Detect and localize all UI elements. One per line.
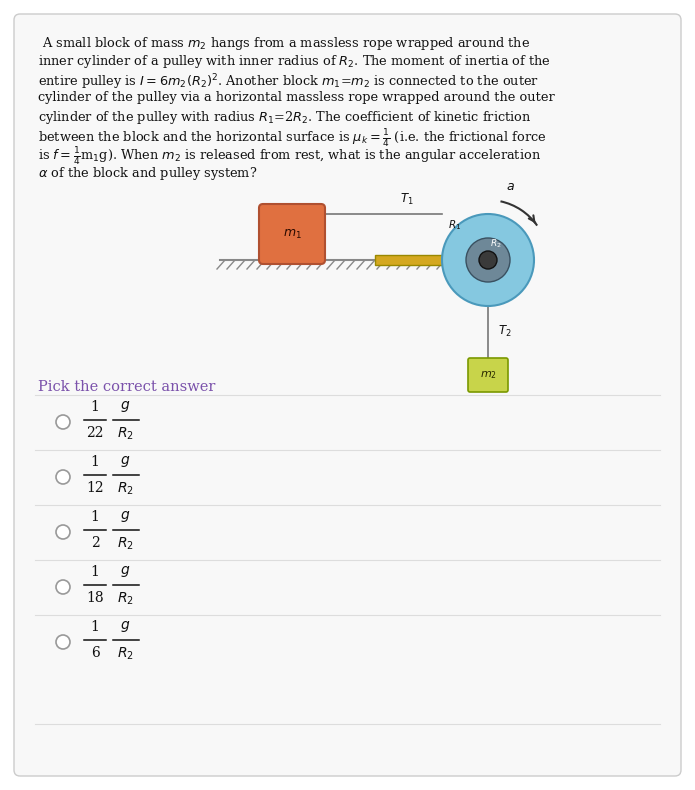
Text: $\alpha$ of the block and pulley system?: $\alpha$ of the block and pulley system?: [38, 164, 257, 182]
Text: $R_2$: $R_2$: [490, 238, 502, 250]
Text: $a$: $a$: [506, 180, 514, 194]
Text: entire pulley is $I = 6m_2(R_2)^2$. Another block $m_1$=$m_2$ is connected to th: entire pulley is $I = 6m_2(R_2)^2$. Anot…: [38, 72, 539, 92]
Circle shape: [56, 415, 70, 429]
Text: 2: 2: [90, 536, 99, 550]
Text: $R_2$: $R_2$: [117, 591, 133, 608]
FancyBboxPatch shape: [259, 204, 325, 264]
Circle shape: [442, 214, 534, 306]
Text: is $f = \frac{1}{4}$m$_1$g). When $m_2$ is released from rest, what is the angul: is $f = \frac{1}{4}$m$_1$g). When $m_2$ …: [38, 146, 541, 168]
Text: $g$: $g$: [120, 509, 130, 524]
Text: cylinder of the pulley via a horizontal massless rope wrapped around the outer: cylinder of the pulley via a horizontal …: [38, 91, 555, 103]
Text: 1: 1: [90, 620, 99, 634]
Text: Pick the correct answer: Pick the correct answer: [38, 380, 215, 394]
Text: $R_2$: $R_2$: [117, 536, 133, 552]
Text: $g$: $g$: [120, 454, 130, 469]
Circle shape: [466, 238, 510, 282]
Text: $g$: $g$: [120, 399, 130, 414]
Text: $T_2$: $T_2$: [498, 323, 512, 339]
Text: $g$: $g$: [120, 619, 130, 634]
Text: 18: 18: [86, 591, 104, 605]
Text: cylinder of the pulley with radius $R_1$=2$R_2$. The coefficient of kinetic fric: cylinder of the pulley with radius $R_1$…: [38, 109, 531, 126]
Text: $R_1$: $R_1$: [448, 218, 461, 232]
Text: $R_2$: $R_2$: [117, 481, 133, 498]
Text: $g$: $g$: [120, 564, 130, 579]
Circle shape: [56, 635, 70, 649]
Text: $R_2$: $R_2$: [117, 426, 133, 442]
Text: 22: 22: [86, 426, 104, 440]
Circle shape: [56, 470, 70, 484]
Text: A small block of mass $m_2$ hangs from a massless rope wrapped around the: A small block of mass $m_2$ hangs from a…: [38, 35, 530, 52]
Text: $m_1$: $m_1$: [283, 228, 302, 240]
Text: $R_2$: $R_2$: [117, 646, 133, 662]
FancyBboxPatch shape: [468, 358, 508, 392]
Text: inner cylinder of a pulley with inner radius of $R_2$. The moment of inertia of : inner cylinder of a pulley with inner ra…: [38, 54, 551, 70]
Circle shape: [479, 251, 497, 269]
Circle shape: [56, 580, 70, 594]
Text: 12: 12: [86, 481, 104, 495]
Text: 1: 1: [90, 565, 99, 579]
Text: $T_1$: $T_1$: [400, 192, 414, 207]
Text: 1: 1: [90, 400, 99, 414]
Text: between the block and the horizontal surface is $\mu_k = \frac{1}{4}$ (i.e. the : between the block and the horizontal sur…: [38, 127, 546, 149]
FancyBboxPatch shape: [14, 14, 681, 776]
Text: 1: 1: [90, 455, 99, 469]
Circle shape: [56, 525, 70, 539]
Text: 6: 6: [90, 646, 99, 660]
FancyBboxPatch shape: [375, 255, 479, 265]
Text: $m_2$: $m_2$: [480, 369, 496, 381]
Text: 1: 1: [90, 510, 99, 524]
